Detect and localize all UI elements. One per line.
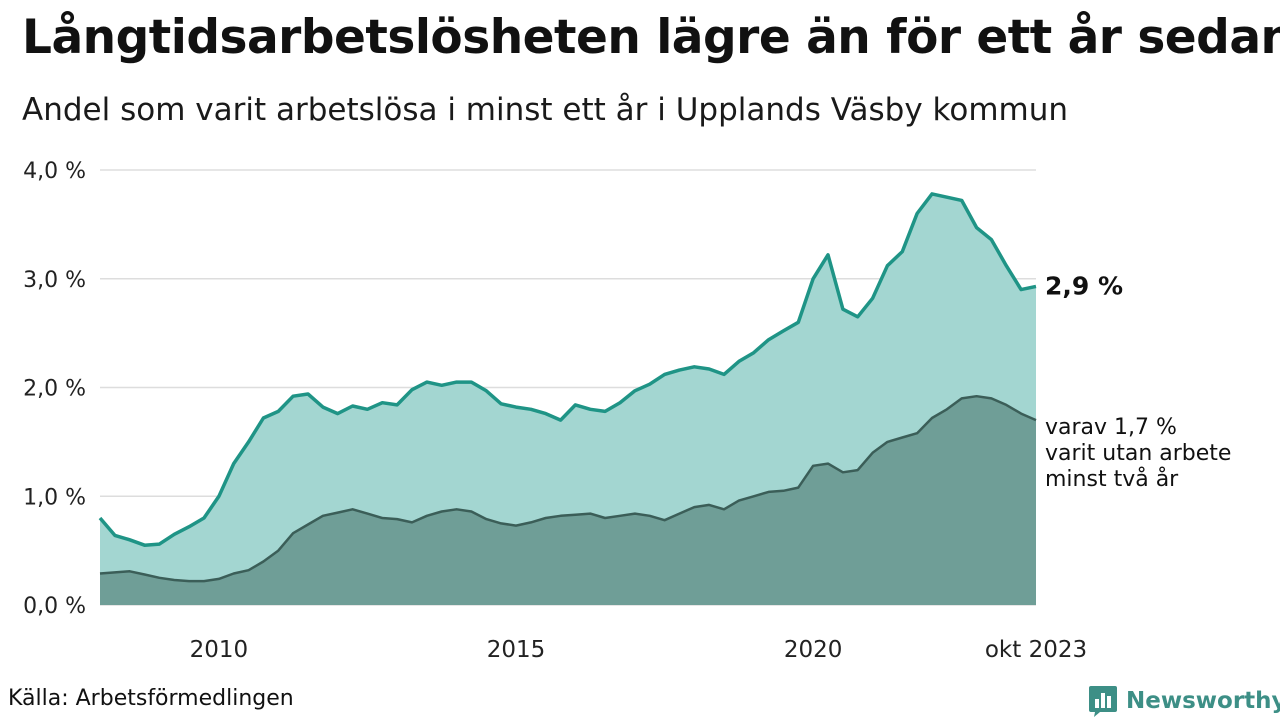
y-tick-label: 3,0 %	[23, 268, 86, 293]
chart-subtitle: Andel som varit arbetslösa i minst ett å…	[22, 92, 1069, 128]
chart-title: Långtidsarbetslösheten lägre än för ett …	[22, 10, 1280, 65]
series-lines	[98, 192, 1037, 583]
y-tick-label: 4,0 %	[23, 159, 86, 184]
end-label-total: 2,9 %	[1045, 271, 1123, 300]
y-tick-label: 1,0 %	[23, 485, 86, 510]
end-label-long: minst två år	[1045, 466, 1179, 492]
source-note: Källa: Arbetsförmedlingen	[8, 686, 294, 711]
x-tick-label: 2015	[487, 637, 546, 663]
brand-name: Newsworthy	[1126, 688, 1280, 714]
x-tick-label: 2010	[190, 637, 249, 663]
series-line-total	[98, 192, 1037, 547]
y-tick-label: 2,0 %	[23, 377, 86, 402]
x-tick-label: okt 2023	[985, 637, 1087, 663]
x-tick-label: 2020	[784, 637, 843, 663]
end-label-long: varav 1,7 %	[1045, 415, 1177, 440]
series-areas	[100, 193, 1036, 605]
series-area-long	[100, 396, 1036, 605]
axes: 0,0 % 1,0 % 2,0 % 3,0 % 4,0 % 2010 2015 2020 okt…	[23, 159, 1087, 663]
end-label-long: varit utan arbete	[1045, 441, 1231, 466]
series-line-long	[99, 394, 1037, 583]
y-tick-label: 0,0 %	[23, 594, 86, 619]
bar-chart-icon	[1089, 686, 1117, 717]
brand-logo: Newsworthy	[1088, 684, 1280, 718]
